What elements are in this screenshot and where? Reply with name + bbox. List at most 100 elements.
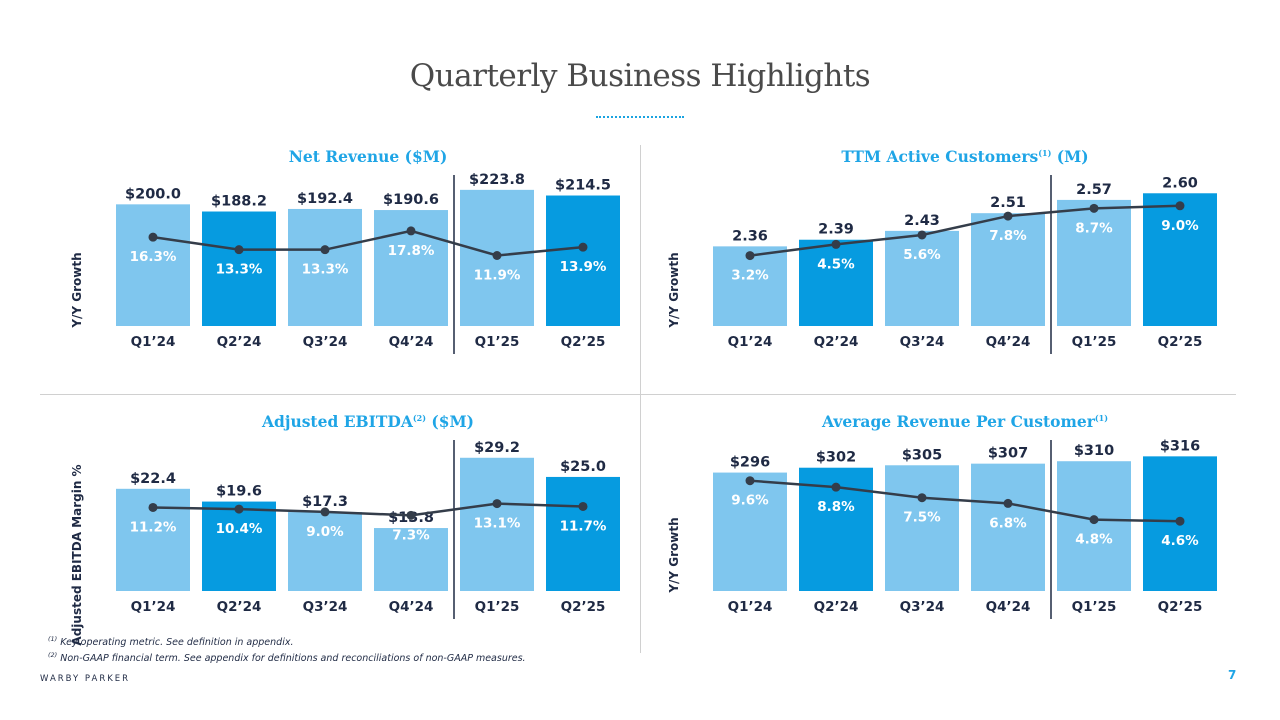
bar-value-label-5: 2.60 [1162,175,1198,191]
category-label-3: Q4’24 [986,334,1031,350]
category-label-4: Q1’25 [1072,599,1117,615]
category-label-1: Q2’24 [814,334,859,350]
chart-svg: Adjusted EBITDA(2) ($M) Adjusted EBITDA M… [70,412,620,646]
category-label-2: Q3’24 [900,599,945,615]
growth-label-3: 7.3% [392,527,430,543]
bar-value-label-4: 2.57 [1076,182,1112,198]
growth-point-0 [148,502,158,512]
growth-label-2: 9.0% [306,524,344,540]
growth-label-5: 4.6% [1161,533,1199,549]
chart-title-suffix: (M) [1051,147,1088,166]
growth-line [152,502,584,517]
growth-label-4: 4.8% [1075,532,1113,548]
growth-line [749,479,1181,523]
chart-title-suffix: ($M) [426,412,474,431]
growth-point-3 [406,510,416,520]
bar-5 [1143,193,1217,326]
bar-value-label-1: $302 [816,450,856,466]
bar-value-label-5: $25.0 [560,459,606,475]
bar-2 [288,208,362,326]
growth-point-0 [148,232,158,242]
chart-title-main: Net Revenue ($M) [289,147,448,166]
average-revenue-per-customer-chart: Average Revenue Per Customer(1) Y/Y Growt… [645,405,1220,630]
growth-label-4: 11.9% [474,268,521,284]
bar-value-label-2: $17.3 [302,494,348,510]
chart-title: Average Revenue Per Customer(1) [821,412,1108,431]
y-axis-label: Y/Y Growth [667,252,681,328]
category-label-0: Q1’24 [728,599,773,615]
bar-value-label-2: $192.4 [297,191,353,207]
category-label-3: Q4’24 [389,334,434,350]
category-label-0: Q1’24 [728,334,773,350]
bar-3 [971,213,1045,326]
bar-3 [374,528,448,591]
bar-value-label-0: $296 [730,455,770,471]
footnote-2: (2) Non-GAAP financial term. See appendi… [48,651,526,665]
growth-point-4 [1089,203,1099,213]
growth-label-4: 8.7% [1075,220,1113,236]
growth-point-1 [234,504,244,514]
category-label-5: Q2’25 [1158,599,1203,615]
growth-label-1: 4.5% [817,256,855,272]
category-label-4: Q1’25 [475,599,520,615]
growth-label-0: 11.2% [130,519,177,535]
growth-line [749,204,1181,257]
growth-label-1: 8.8% [817,499,855,515]
category-label-2: Q3’24 [900,334,945,350]
ttm-active-customers-chart: TTM Active Customers(1) (M) Y/Y Growth 2.3… [645,140,1220,365]
category-label-5: Q2’25 [561,599,606,615]
growth-label-2: 13.3% [302,262,349,278]
growth-label-0: 3.2% [731,268,769,284]
growth-point-3 [1003,498,1013,508]
y-axis-label: Y/Y Growth [667,517,681,593]
category-label-1: Q2’24 [217,599,262,615]
growth-label-5: 9.0% [1161,218,1199,234]
category-label-5: Q2’25 [561,334,606,350]
y-axis-label: Y/Y Growth [70,252,84,328]
chart-title-superscript: (2) [413,413,426,423]
bar-4 [1057,461,1131,591]
category-label-2: Q3’24 [303,334,348,350]
bar-1 [799,239,873,326]
growth-point-5 [1175,201,1185,211]
horizontal-divider [40,394,1236,395]
growth-point-2 [917,230,927,240]
bar-0 [713,472,787,591]
growth-label-1: 10.4% [216,521,263,537]
chart-title: Net Revenue ($M) [289,147,448,166]
category-label-0: Q1’24 [131,599,176,615]
growth-point-4 [492,499,502,509]
bar-value-label-0: $22.4 [130,471,176,487]
growth-label-2: 7.5% [903,510,941,526]
vertical-divider [640,145,641,653]
growth-label-0: 9.6% [731,493,769,509]
chart-title-main: Adjusted EBITDA [261,412,414,431]
bar-4 [1057,199,1131,326]
growth-point-2 [320,245,330,255]
bar-value-label-3: $307 [988,446,1028,462]
chart-title-main: Average Revenue Per Customer [821,412,1096,431]
growth-point-1 [831,239,841,249]
bar-value-label-4: $310 [1074,443,1114,459]
growth-label-3: 6.8% [989,515,1027,531]
growth-line [152,229,584,257]
bar-value-label-2: $305 [902,447,942,463]
growth-point-1 [234,245,244,255]
category-label-3: Q4’24 [389,599,434,615]
growth-point-3 [406,226,416,236]
chart-svg: TTM Active Customers(1) (M) Y/Y Growth 2.3… [667,147,1217,354]
category-label-2: Q3’24 [303,599,348,615]
growth-label-5: 13.9% [560,259,607,275]
bar-value-label-0: 2.36 [732,228,768,244]
chart-svg: Net Revenue ($M) Y/Y Growth $200.0 Q1’24 $18… [70,147,620,354]
bar-value-label-5: $316 [1160,438,1200,454]
bar-4 [460,457,534,591]
chart-title-main: TTM Active Customers [841,147,1038,166]
bar-3 [971,463,1045,591]
bar-value-label-4: $223.8 [469,172,525,188]
bar-1 [202,501,276,591]
growth-label-3: 7.8% [989,228,1027,244]
chart-svg: Average Revenue Per Customer(1) Y/Y Growt… [667,412,1217,619]
growth-label-4: 13.1% [474,516,521,532]
bar-0 [116,204,190,326]
